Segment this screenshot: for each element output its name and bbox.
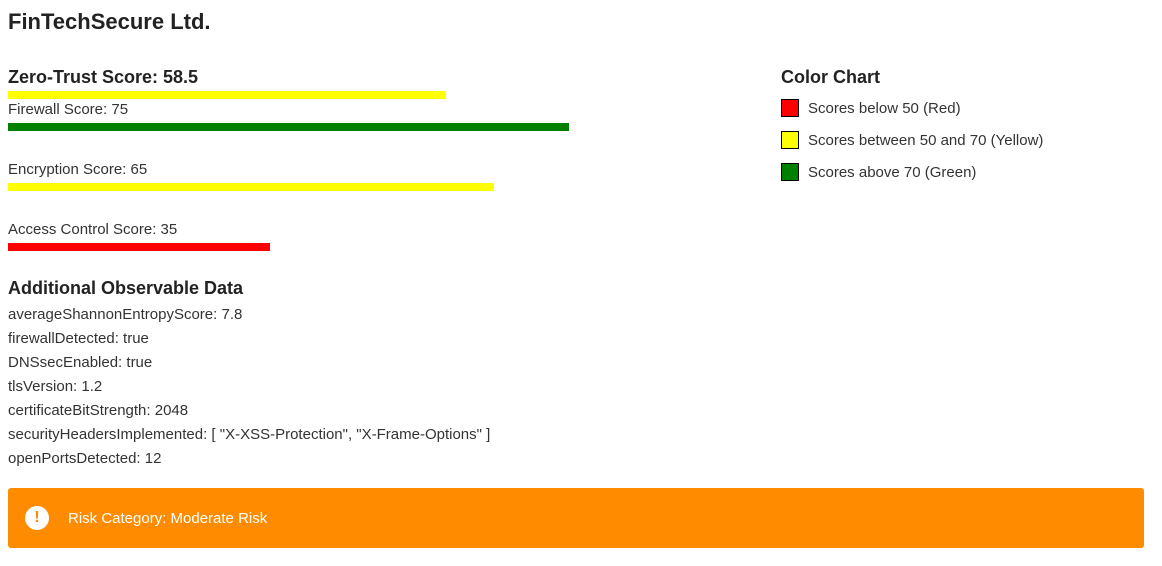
encryption-score-bar [8, 183, 494, 191]
risk-category-label: Risk Category: Moderate Risk [68, 509, 268, 527]
encryption-score: Encryption Score: 65 [8, 161, 748, 191]
observable-row-tls: tlsVersion: 1.2 [8, 378, 103, 395]
observable-row-cert-strength: certificateBitStrength: 2048 [8, 402, 189, 419]
color-chart-legend: Color Chart Scores below 50 (Red) Scores… [781, 66, 1151, 188]
zero-trust-score-bar [8, 91, 446, 99]
risk-category-banner: ! Risk Category: Moderate Risk [8, 488, 1144, 548]
observable-row-dnssec: DNSsecEnabled: true [8, 354, 153, 371]
observable-row-entropy: averageShannonEntropyScore: 7.8 [8, 306, 243, 323]
zero-trust-score-title: Zero-Trust Score: 58.5 [8, 67, 199, 87]
company-title: FinTechSecure Ltd. [8, 9, 211, 34]
access-control-score: Access Control Score: 35 [8, 221, 748, 251]
firewall-score: Firewall Score: 75 [8, 101, 748, 131]
legend-item-red: Scores below 50 (Red) [781, 92, 1151, 124]
observable-row-open-ports: openPortsDetected: 12 [8, 450, 162, 467]
observable-row-security-headers: securityHeadersImplemented: [ "X-XSS-Pro… [8, 426, 491, 443]
observable-data-title: Additional Observable Data [8, 278, 244, 298]
legend-label-green: Scores above 70 (Green) [808, 163, 977, 181]
legend-label-red: Scores below 50 (Red) [808, 99, 961, 117]
legend-label-yellow: Scores between 50 and 70 (Yellow) [808, 131, 1044, 149]
legend-item-yellow: Scores between 50 and 70 (Yellow) [781, 124, 1151, 156]
exclamation-circle-icon: ! [25, 506, 49, 530]
yellow-swatch [781, 131, 799, 149]
red-swatch [781, 99, 799, 117]
green-swatch [781, 163, 799, 181]
legend-item-green: Scores above 70 (Green) [781, 156, 1151, 188]
color-chart-title: Color Chart [781, 67, 880, 87]
access-control-score-label: Access Control Score: 35 [8, 221, 178, 238]
scores-section: Zero-Trust Score: 58.5 Firewall Score: 7… [8, 66, 748, 471]
observable-data-list: averageShannonEntropyScore: 7.8 firewall… [8, 303, 748, 471]
observable-row-firewall: firewallDetected: true [8, 330, 149, 347]
firewall-score-bar [8, 123, 569, 131]
encryption-score-label: Encryption Score: 65 [8, 161, 148, 178]
access-control-score-bar [8, 243, 270, 251]
firewall-score-label: Firewall Score: 75 [8, 101, 129, 118]
